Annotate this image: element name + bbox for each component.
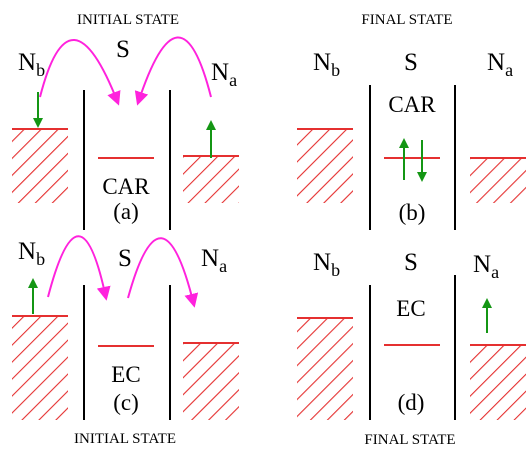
panel-d: Nb S Na EC (d)	[297, 249, 526, 420]
superconductor-label: S	[118, 245, 132, 272]
panel-tag: (a)	[113, 199, 139, 224]
header-bottom-right: FINAL STATE	[364, 432, 455, 448]
fermi-sea-right	[470, 345, 526, 420]
fermi-sea-left	[12, 316, 68, 420]
hop-arrow-left	[39, 39, 121, 106]
panel-b: Nb S Na CAR (b)	[297, 49, 526, 230]
lead-left-label: Nb	[18, 238, 45, 269]
panel-c: Nb S Na EC (c)	[12, 235, 239, 420]
panel-tag: (c)	[113, 390, 139, 415]
header-bottom-left: INITIAL STATE	[74, 431, 176, 447]
header-top-left: INITIAL STATE	[77, 12, 179, 28]
process-label: CAR	[102, 174, 150, 199]
panel-a: Nb S Na CAR (a)	[12, 36, 239, 230]
header-top-right: FINAL STATE	[361, 12, 452, 28]
hop-arrow-left	[47, 235, 111, 301]
panel-tag: (d)	[398, 390, 425, 415]
lead-left-label: Nb	[18, 49, 45, 80]
hop-arrow-right	[134, 36, 212, 106]
superconductor-label: S	[404, 249, 418, 276]
process-label: CAR	[388, 92, 436, 117]
superconductor-label: S	[116, 36, 130, 63]
fermi-sea-right	[183, 156, 239, 203]
lead-left-label: Nb	[313, 249, 340, 280]
process-label: EC	[396, 296, 425, 321]
fermi-sea-left	[297, 129, 353, 203]
lead-left-label: Nb	[313, 49, 340, 80]
hop-arrow-right	[127, 237, 199, 308]
lead-right-label: Na	[487, 49, 513, 80]
process-label: EC	[111, 362, 140, 387]
fermi-sea-right	[183, 343, 239, 420]
fermi-sea-right	[470, 158, 526, 203]
lead-right-label: Na	[211, 59, 237, 90]
lead-right-label: Na	[201, 245, 227, 276]
fermi-sea-left	[297, 318, 353, 420]
fermi-sea-left	[12, 129, 68, 203]
panel-tag: (b)	[399, 200, 426, 225]
lead-right-label: Na	[473, 251, 499, 282]
superconductor-label: S	[404, 49, 418, 76]
